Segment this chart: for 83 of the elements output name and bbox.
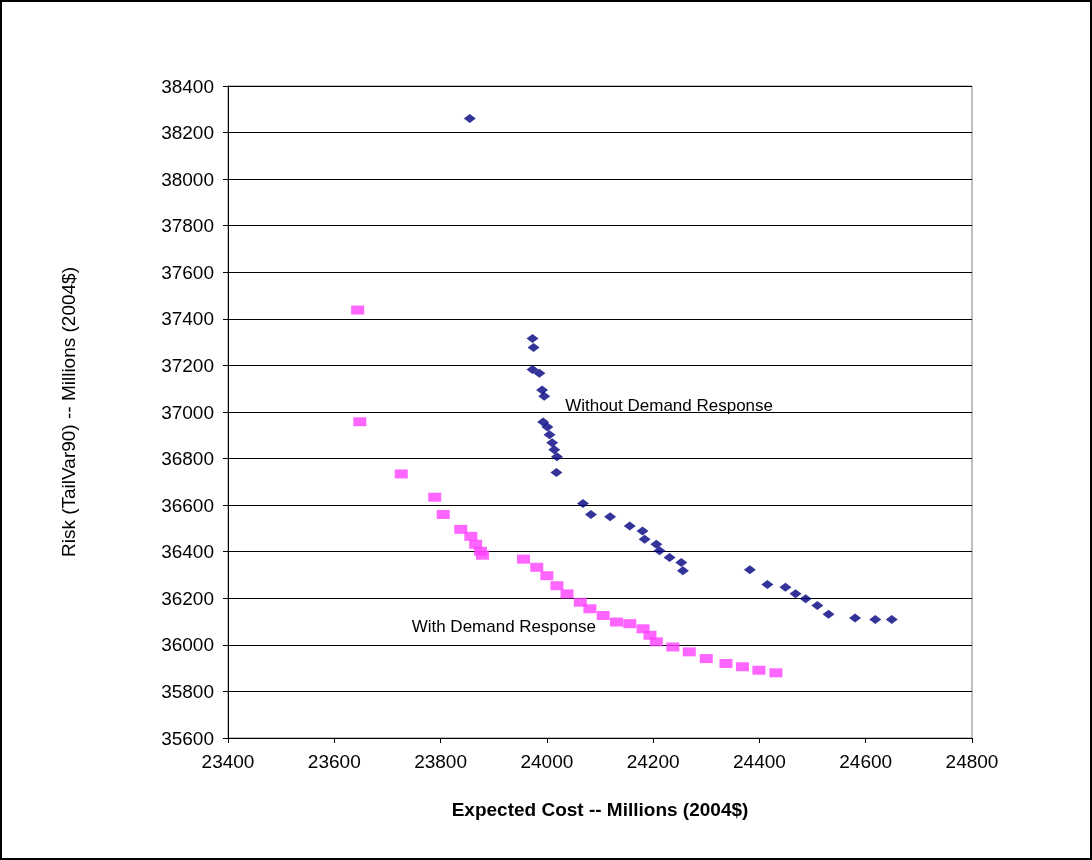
point [769,668,783,678]
x-tick-label: 23400 [201,751,255,772]
point [526,364,539,374]
point [699,654,713,664]
point [546,438,559,448]
point [463,114,476,124]
y-tick-label: 37200 [161,354,214,376]
point [394,469,408,479]
y-tick-label: 36000 [161,634,214,656]
y-tick-label: 37600 [161,261,214,283]
series-label: Without Demand Response [565,395,774,415]
point [822,609,835,619]
point [885,614,898,624]
y-tick-label: 38000 [161,168,214,190]
point [583,604,597,614]
point [604,512,617,522]
x-tick-label: 24400 [733,751,786,772]
point [464,531,478,541]
y-tick-label: 38200 [161,122,214,144]
point [653,546,666,556]
point [540,571,554,581]
x-tick-label: 24000 [520,751,574,772]
point [550,581,564,591]
point [516,554,530,564]
point [476,550,490,560]
x-tick-label: 23600 [307,751,361,772]
point [584,509,597,519]
y-tick-label: 36600 [161,494,214,516]
point [650,539,663,549]
y-tick-label: 35600 [161,727,214,749]
point [541,422,554,432]
point [676,566,689,576]
point [779,582,792,592]
point [533,368,546,378]
point [789,589,802,599]
y-tick-label: 37000 [161,401,214,423]
x-tick-label: 23800 [414,751,467,772]
y-axis-title: Risk (TailVar90) -- Millions (2004$) [58,266,79,558]
point [428,492,442,502]
point [649,637,663,647]
point [550,468,563,478]
point [560,589,574,599]
x-axis-title: Expected Cost -- Millions (2004$) [451,799,749,820]
y-tick-label: 38400 [161,75,214,97]
y-tick-label: 36200 [161,587,214,609]
point [663,553,676,563]
x-tick-label: 24600 [839,751,893,772]
point [735,662,749,672]
point [719,658,733,668]
point [550,452,563,462]
point [543,430,556,440]
point [436,509,450,519]
point [454,524,468,534]
point [799,594,812,604]
series-label: With Demand Response [411,617,596,637]
point [623,521,636,531]
point [682,647,696,657]
point [752,665,766,675]
point [548,445,561,455]
point [530,562,544,572]
point [353,417,367,427]
x-tick-label: 24800 [945,751,999,772]
point [351,305,365,315]
point [761,580,774,590]
point [526,333,539,343]
point [636,526,649,536]
y-tick-label: 36800 [161,448,214,470]
y-tick-label: 35800 [161,680,214,702]
y-tick-label: 37800 [161,215,214,237]
point [675,557,688,567]
y-tick-label: 36400 [161,541,214,563]
point [869,614,882,624]
point [596,611,610,621]
point [576,499,589,509]
point [743,565,756,575]
point [538,391,551,401]
x-tick-label: 24200 [626,751,680,772]
point [609,617,623,627]
point [638,534,651,544]
point [623,619,637,629]
point [849,613,862,623]
point [666,642,680,652]
y-tick-label: 37400 [161,308,214,330]
